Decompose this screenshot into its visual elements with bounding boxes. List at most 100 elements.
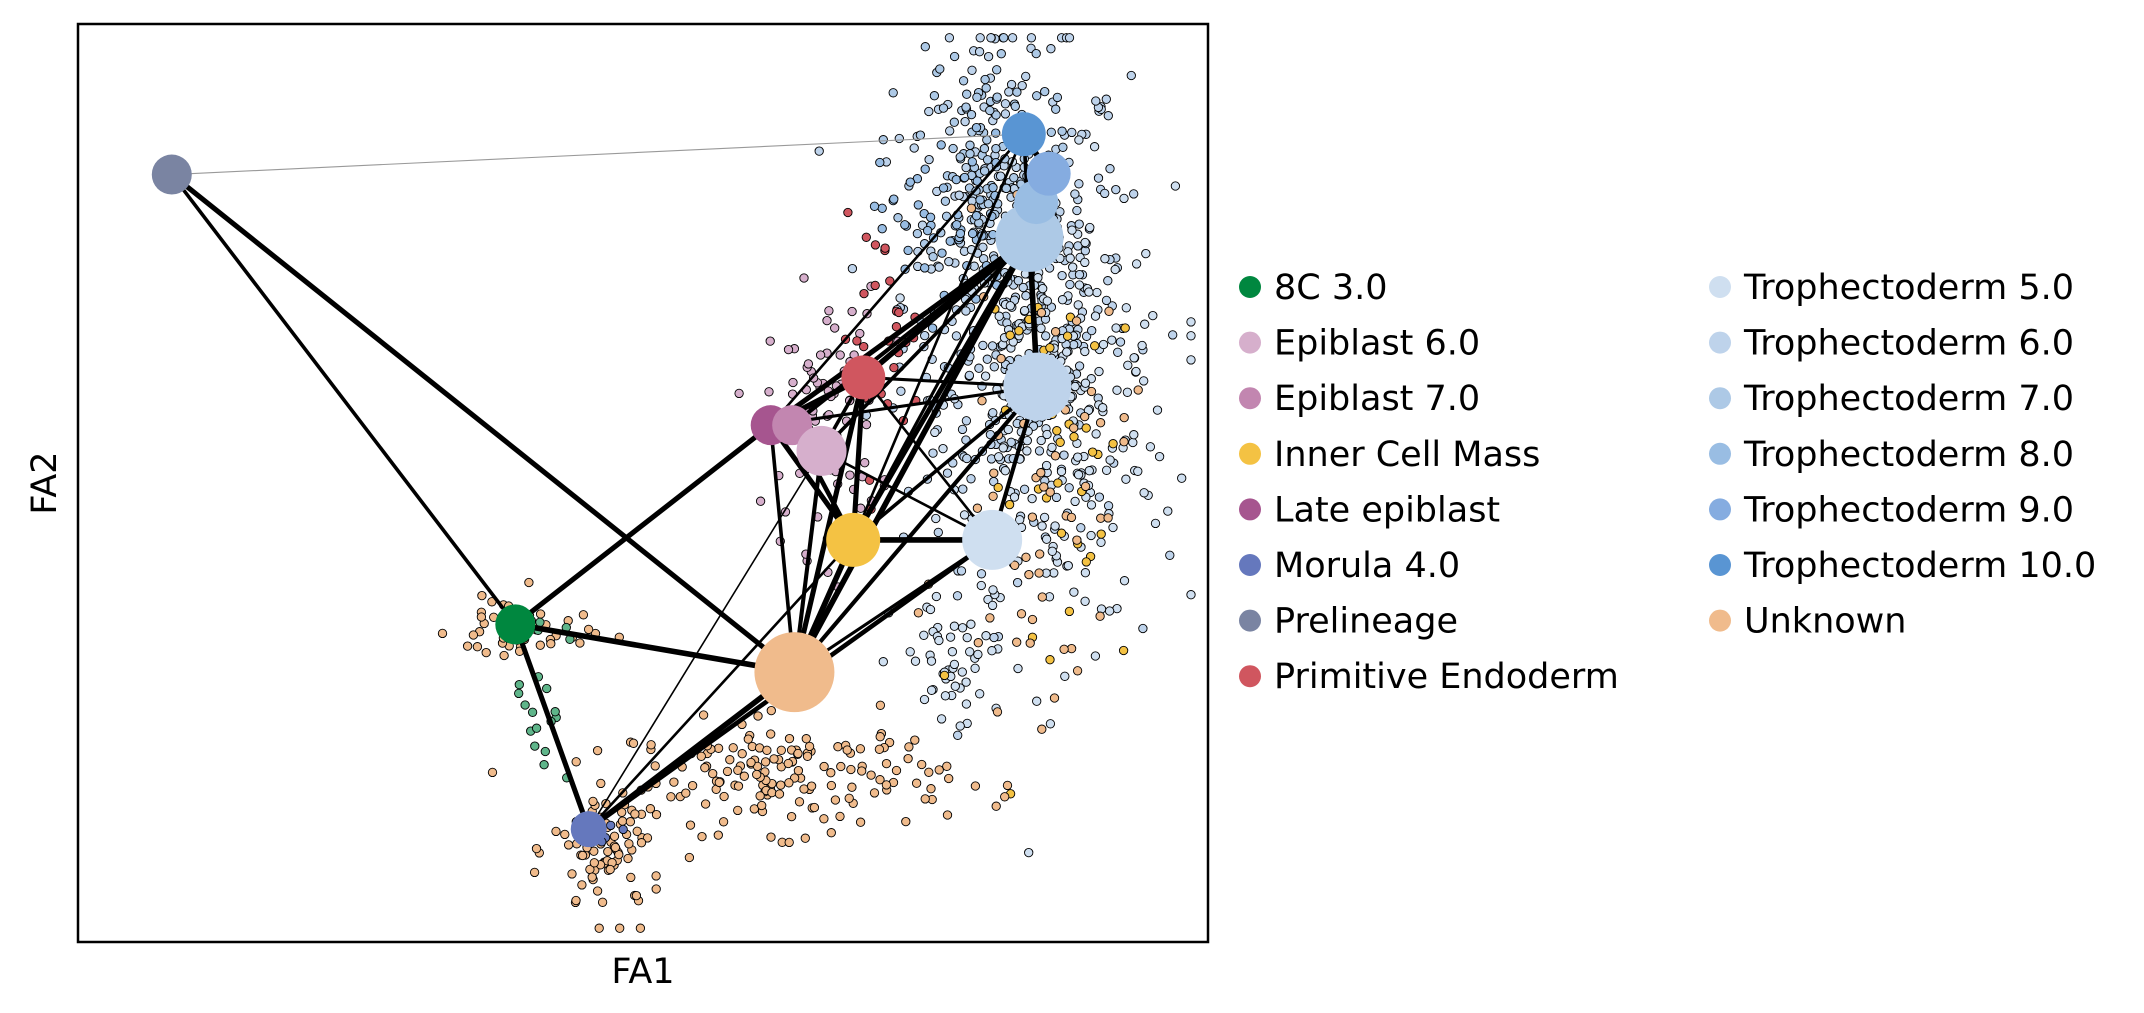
cell-point <box>1103 111 1113 121</box>
cell-point <box>684 852 695 863</box>
cell-point <box>1065 253 1075 263</box>
cell-point <box>784 837 794 848</box>
cell-point <box>1105 455 1115 465</box>
cell-point <box>981 631 991 641</box>
cell-point <box>961 416 972 426</box>
cell-point <box>1087 325 1097 336</box>
cell-point <box>973 638 983 648</box>
cell-point <box>836 761 846 772</box>
cell-point <box>966 203 977 213</box>
cell-point <box>925 212 936 222</box>
legend-marker <box>1239 331 1261 354</box>
cell-point <box>1126 70 1136 81</box>
cell-point <box>1017 80 1027 91</box>
paga-node <box>754 632 835 713</box>
paga-edge <box>791 376 866 673</box>
cell-point <box>592 886 603 896</box>
cell-point <box>928 252 938 262</box>
cell-point <box>991 110 1001 120</box>
cell-point <box>1002 780 1013 791</box>
cell-point <box>609 831 620 841</box>
cell-point <box>1101 465 1112 475</box>
cell-point <box>992 707 1003 717</box>
cell-point <box>1138 623 1148 634</box>
legend-marker <box>1239 665 1261 688</box>
cell-point <box>685 820 696 830</box>
cell-point <box>1110 264 1120 275</box>
cell-point <box>1141 248 1151 259</box>
cell-point <box>535 609 546 619</box>
cell-point <box>1051 492 1062 503</box>
cell-point <box>1063 560 1073 571</box>
cell-point <box>965 647 975 657</box>
cell-point <box>954 190 964 200</box>
cell-point <box>1081 423 1091 433</box>
cell-point <box>1081 557 1091 567</box>
cell-point <box>1039 482 1049 492</box>
cell-point <box>822 315 832 326</box>
cell-point <box>936 714 947 724</box>
cell-point <box>869 788 880 798</box>
cell-point <box>945 632 956 642</box>
cell-point <box>1004 87 1014 97</box>
cell-point <box>1080 257 1090 268</box>
legend-marker <box>1709 331 1731 354</box>
cell-point <box>1064 483 1074 493</box>
cell-point <box>1009 492 1020 502</box>
cell-point <box>1047 546 1057 556</box>
cell-point <box>835 811 845 822</box>
cell-point <box>625 817 636 827</box>
cell-point <box>1000 109 1011 119</box>
cell-point <box>967 228 978 239</box>
cell-point <box>531 723 542 733</box>
cell-point <box>912 228 923 239</box>
cell-point <box>987 341 998 351</box>
cell-point <box>1168 330 1178 340</box>
cell-point <box>1004 499 1015 510</box>
cell-point <box>1096 537 1106 547</box>
cell-point <box>875 157 885 168</box>
cell-point <box>530 741 540 751</box>
cell-point <box>826 768 836 778</box>
cell-point <box>1024 569 1034 580</box>
legend-marker <box>1709 498 1731 521</box>
cell-point <box>977 396 987 406</box>
cell-point <box>942 810 953 820</box>
cell-point <box>578 610 589 620</box>
cell-point <box>713 830 723 840</box>
cell-point <box>1098 403 1108 413</box>
cell-point <box>1035 549 1045 559</box>
cell-point <box>1073 300 1083 310</box>
cell-point <box>1057 295 1068 305</box>
cell-point <box>945 236 955 246</box>
cell-point <box>1087 447 1098 457</box>
paga-edge <box>792 385 1039 674</box>
paga-edge <box>850 236 1032 542</box>
cell-point <box>1022 446 1032 456</box>
paga-node <box>1026 151 1071 196</box>
cell-point <box>961 677 971 687</box>
cell-point <box>623 853 633 864</box>
cell-point <box>940 196 951 206</box>
cell-point <box>1005 330 1015 340</box>
cell-point <box>1000 99 1011 109</box>
cell-point <box>650 761 660 771</box>
cell-point <box>535 640 545 650</box>
cell-point <box>1010 560 1020 570</box>
cell-point <box>651 809 662 820</box>
cell-point <box>1010 101 1020 111</box>
cell-point <box>767 787 777 798</box>
cell-point <box>786 811 797 822</box>
cell-point <box>1139 488 1149 498</box>
cell-point <box>514 679 524 690</box>
cell-point <box>991 801 1001 811</box>
cell-point <box>1055 437 1065 447</box>
cell-point <box>800 833 810 843</box>
cell-point <box>938 183 949 193</box>
cell-point <box>1003 424 1013 435</box>
cell-point <box>1120 323 1130 333</box>
legend-label: Epiblast 6.0 <box>1274 324 1480 364</box>
cell-point <box>1032 696 1042 706</box>
paga-edge <box>791 236 1032 674</box>
